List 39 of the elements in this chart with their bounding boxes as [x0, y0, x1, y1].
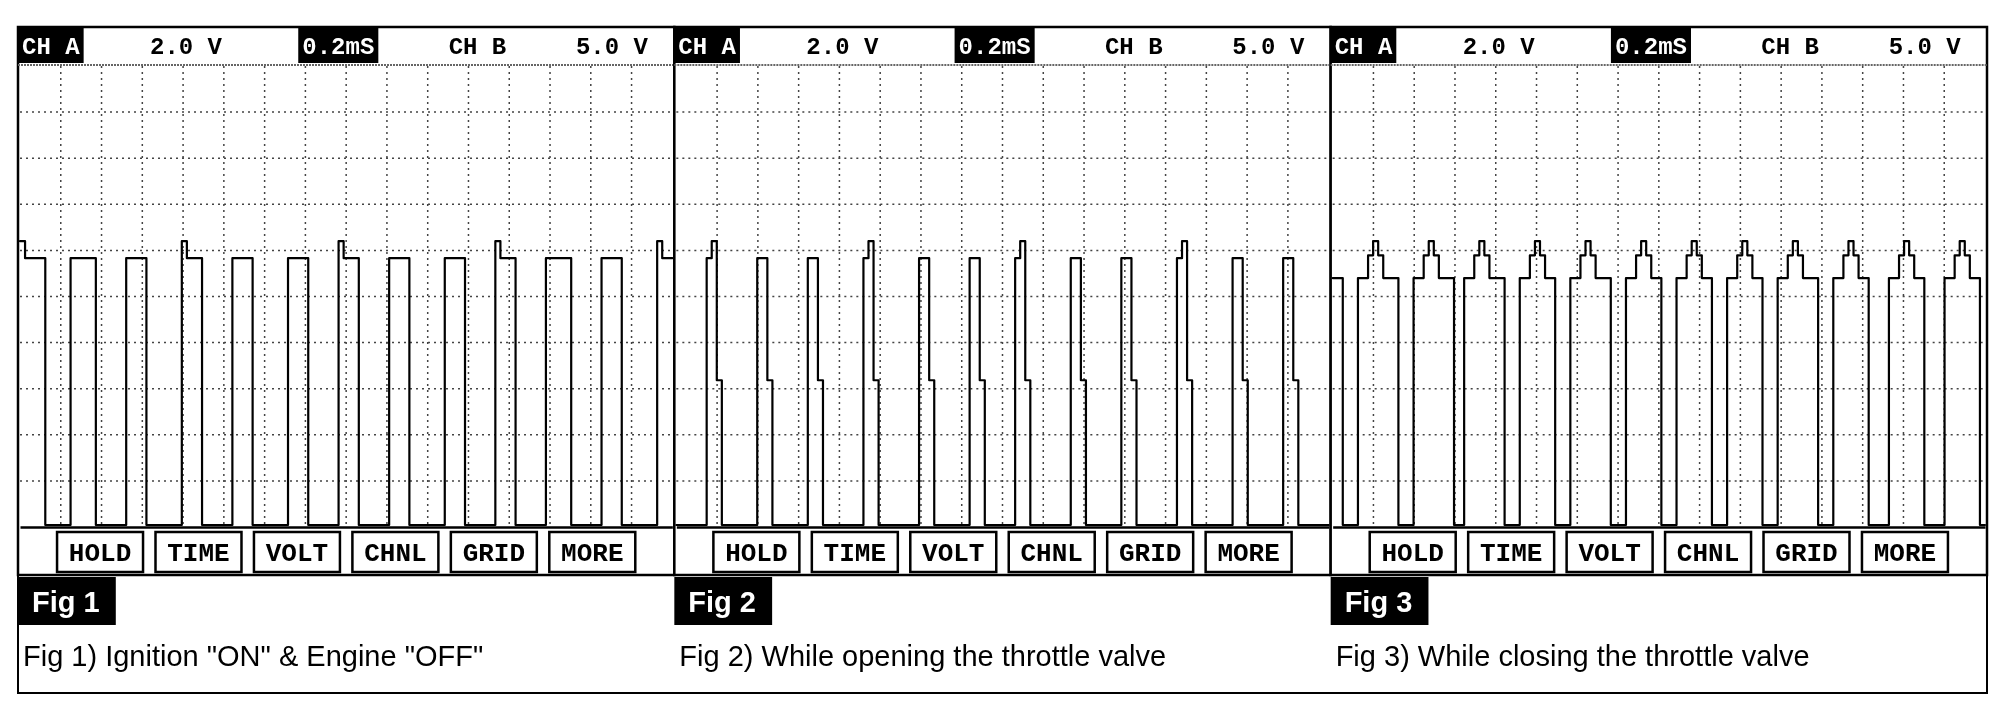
- text: MORE: [561, 539, 624, 569]
- text: 5.0 V: [575, 34, 649, 61]
- text: 0.2mS: [1614, 34, 1687, 61]
- text: VOLT: [265, 539, 329, 569]
- text: Fig 1: [32, 586, 100, 618]
- text: GRID: [1118, 539, 1182, 569]
- text: TIME: [167, 539, 230, 569]
- text: 0.2mS: [958, 34, 1031, 61]
- text: CH A: [1334, 34, 1393, 61]
- text: CH B: [1761, 34, 1819, 61]
- text: Fig 3) While closing the throttle valve: [1335, 640, 1810, 672]
- text: 0.2mS: [302, 34, 375, 61]
- text: 2.0 V: [150, 34, 223, 61]
- text: CH B: [1104, 34, 1163, 61]
- text: CHNL: [1676, 539, 1740, 569]
- text: HOLD: [725, 539, 788, 569]
- text: Fig 1) Ignition "ON" & Engine "OFF": [23, 640, 484, 672]
- text: 2.0 V: [1462, 34, 1536, 61]
- text: CHNL: [364, 539, 427, 569]
- text: GRID: [462, 539, 526, 569]
- text: VOLT: [922, 539, 985, 569]
- text: VOLT: [1578, 539, 1641, 569]
- text: MORE: [1217, 539, 1280, 569]
- text: TIME: [1479, 539, 1543, 569]
- text: CH A: [22, 34, 81, 61]
- text: MORE: [1873, 539, 1937, 569]
- text: HOLD: [1381, 539, 1444, 569]
- text: Fig 2) While opening the throttle valve: [679, 640, 1167, 672]
- text: Fig 2: [688, 586, 757, 618]
- text: 2.0 V: [806, 34, 879, 61]
- text: TIME: [823, 539, 887, 569]
- text: CH B: [448, 34, 507, 61]
- text: GRID: [1775, 539, 1838, 569]
- text: Fig 3: [1344, 586, 1413, 618]
- text: HOLD: [68, 539, 132, 569]
- text: 5.0 V: [1232, 34, 1305, 61]
- text: CHNL: [1020, 539, 1083, 569]
- text: CH A: [678, 34, 737, 61]
- text: 5.0 V: [1888, 34, 1962, 61]
